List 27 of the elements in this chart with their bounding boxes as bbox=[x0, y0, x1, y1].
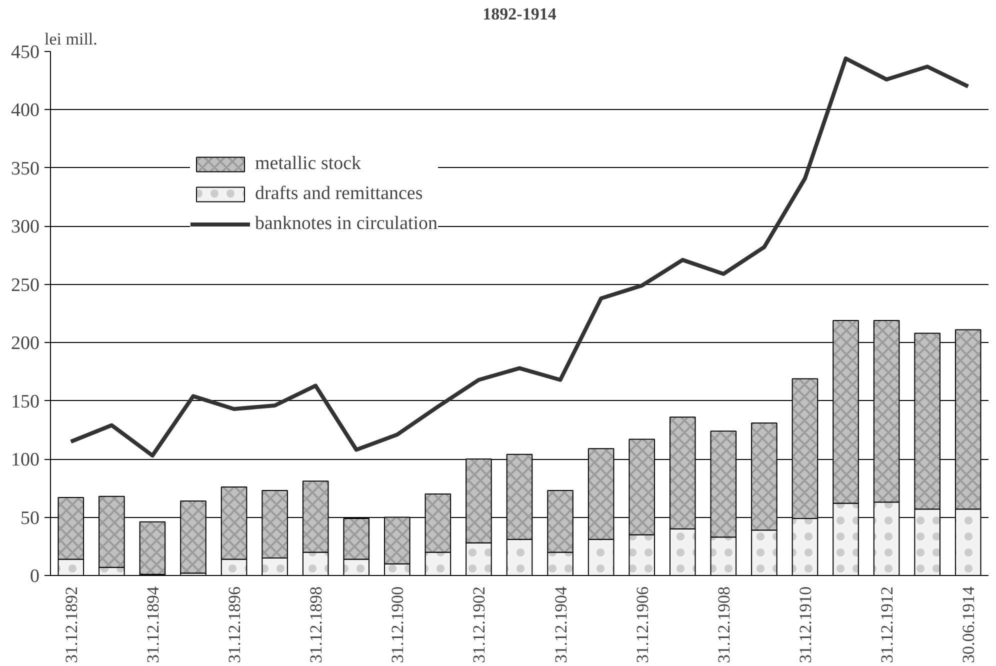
y-tick-label: 350 bbox=[11, 158, 40, 180]
chart-title: 1892-1914 bbox=[482, 4, 557, 24]
y-tick-label: 300 bbox=[11, 216, 40, 238]
x-tick-label: 31.12.1898 bbox=[306, 586, 326, 663]
legend-label: banknotes in circulation bbox=[255, 213, 438, 235]
x-tick-label: 31.12.1906 bbox=[632, 586, 652, 663]
legend-label: metallic stock bbox=[255, 153, 362, 175]
y-tick-label: 400 bbox=[11, 100, 40, 122]
x-tick-label: 31.12.1894 bbox=[143, 586, 162, 663]
x-tick-label: 30.06.1914 bbox=[959, 586, 978, 663]
x-tick-label: 31.12.1900 bbox=[388, 586, 408, 663]
x-tick-label: 31.12.1910 bbox=[796, 586, 815, 663]
y-tick-label: 250 bbox=[11, 274, 40, 296]
y-tick-label: 100 bbox=[11, 450, 40, 471]
x-tick-label: 31.12.1908 bbox=[714, 586, 734, 663]
legend-label: drafts and remittances bbox=[255, 183, 423, 205]
x-tick-label: 31.12.1892 bbox=[62, 586, 81, 663]
y-tick-label: 0 bbox=[30, 566, 40, 587]
y-tick-label: 150 bbox=[11, 391, 40, 412]
y-axis-title: lei mill. bbox=[44, 30, 98, 48]
x-tick-label: 31.12.1896 bbox=[225, 586, 244, 663]
y-tick-label: 200 bbox=[11, 333, 40, 354]
x-tick-label: 31.12.1902 bbox=[470, 586, 489, 663]
x-tick-label: 31.12.1904 bbox=[551, 586, 570, 663]
y-tick-label: 50 bbox=[20, 508, 40, 529]
y-tick-label: 450 bbox=[11, 42, 40, 63]
x-tick-label: 31.12.1912 bbox=[878, 586, 897, 663]
